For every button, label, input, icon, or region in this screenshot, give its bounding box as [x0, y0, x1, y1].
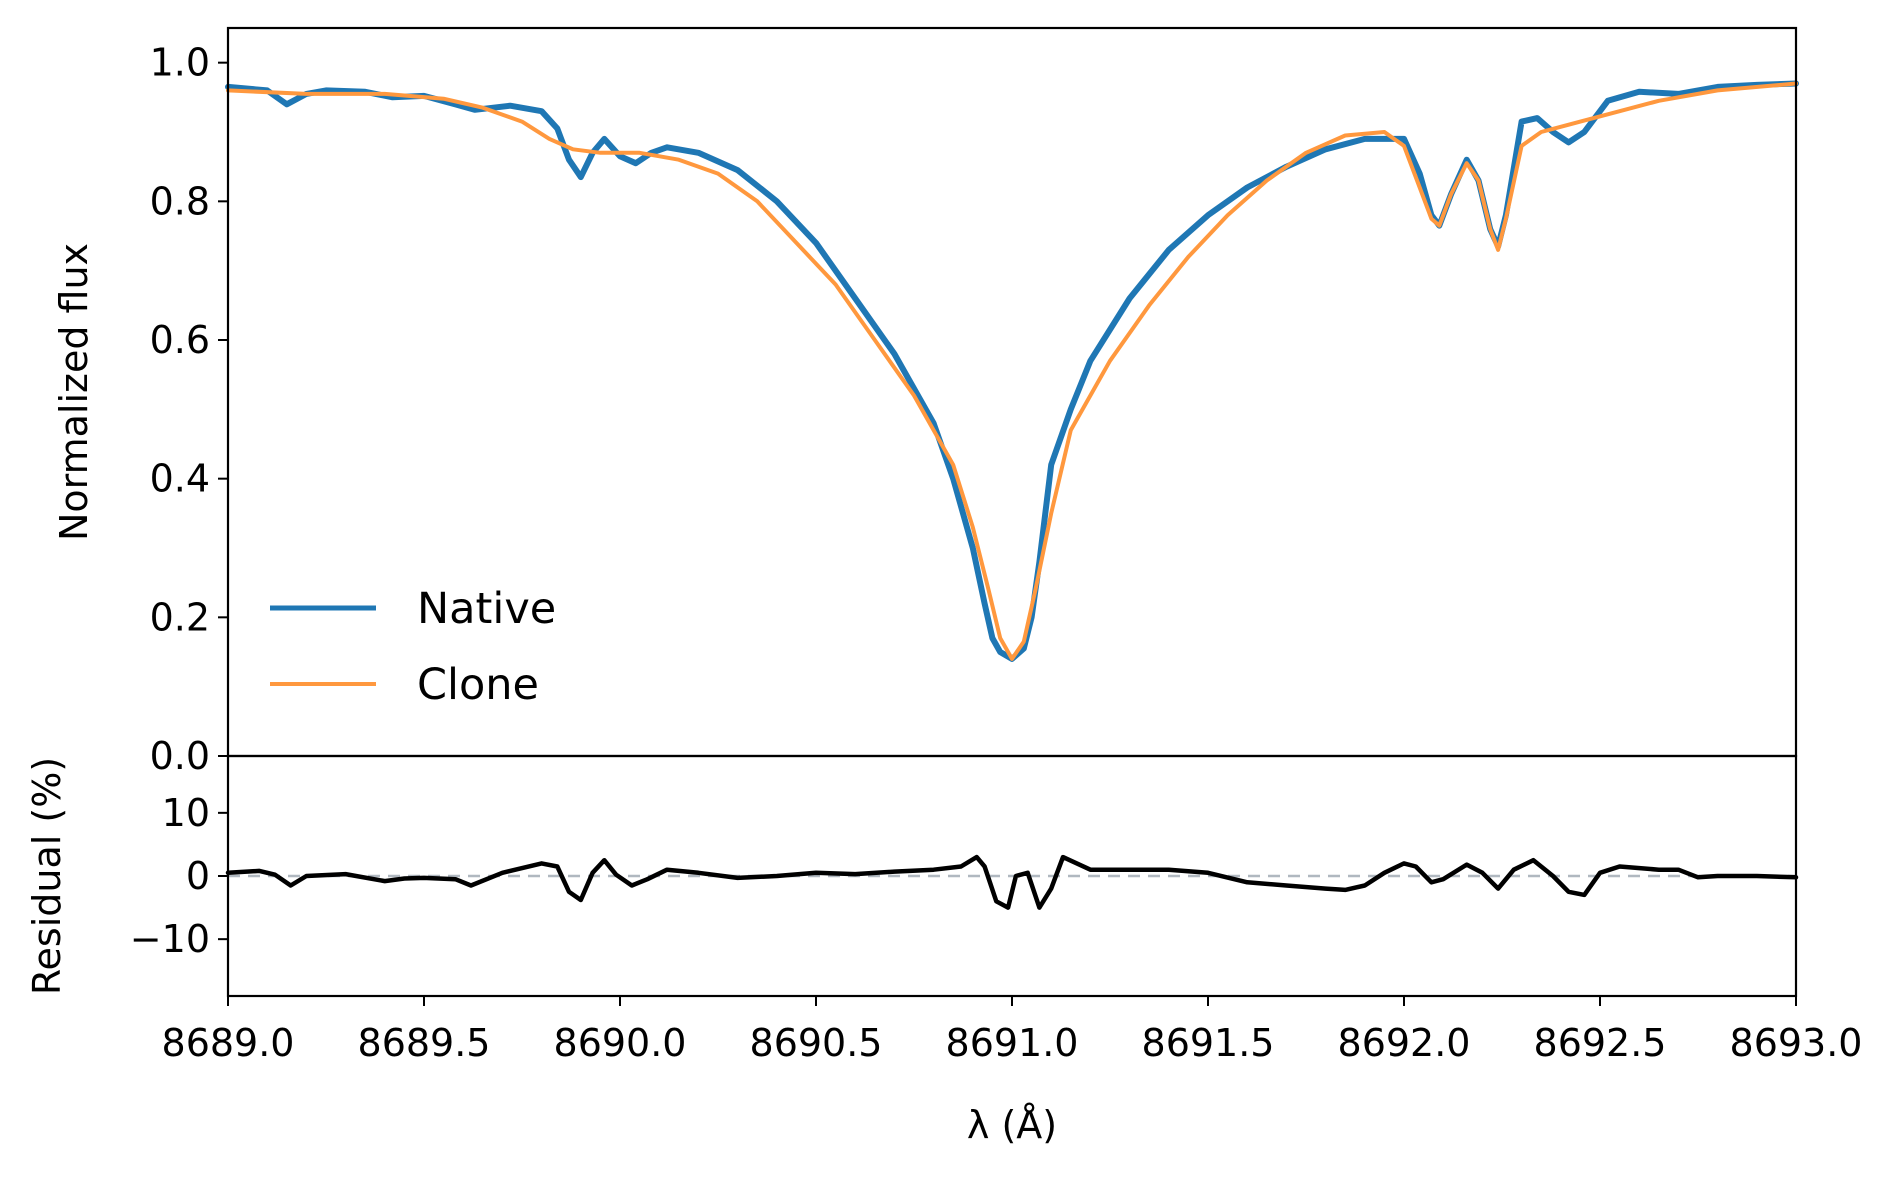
residual-y-tick-label: 10	[162, 791, 210, 835]
x-tick-label: 8690.5	[750, 1021, 883, 1065]
spectrum-y-tick-label: 0.2	[150, 595, 210, 639]
residual-series-line	[225, 854, 1799, 910]
spectrum-y-tick-label: 0.4	[150, 457, 210, 501]
x-tick-label: 8692.0	[1338, 1021, 1471, 1065]
spectrum-y-tick-label: 0.8	[150, 179, 210, 223]
x-tick-label: 8691.5	[1142, 1021, 1275, 1065]
spectrum-y-tick-label: 0.0	[150, 734, 210, 778]
residual-y-axis-label: Residual (%)	[25, 757, 69, 995]
spectrum-series-group	[225, 80, 1799, 662]
residual-series-group	[225, 854, 1799, 910]
residual-y-tick-label: 0	[186, 854, 210, 898]
series-line-native	[225, 80, 1799, 662]
legend: Native Clone	[270, 584, 556, 710]
residual-y-tick-label: −10	[130, 917, 210, 961]
series-line-clone	[226, 81, 1798, 661]
legend-label-native: Native	[417, 584, 556, 634]
x-tick-label: 8689.0	[162, 1021, 295, 1065]
x-tick-label: 8690.0	[554, 1021, 687, 1065]
residual-x-ticks: 8689.0 8689.5 8690.0 8690.5 8691.0 8691.5 8692…	[162, 996, 1863, 1065]
x-tick-label: 8692.5	[1534, 1021, 1667, 1065]
spectrum-y-tick-label: 0.6	[150, 318, 210, 362]
spectrum-panel: 0.0 0.2 0.4 0.6 0.8 1.0 Normalized flux Nativ…	[52, 26, 1799, 778]
x-tick-label: 8693.0	[1730, 1021, 1863, 1065]
spectrum-y-ticks: 0.0 0.2 0.4 0.6 0.8 1.0	[150, 41, 228, 778]
legend-label-clone: Clone	[417, 660, 539, 710]
x-axis-label: λ (Å)	[967, 1103, 1057, 1147]
spectrum-y-tick-label: 1.0	[150, 41, 210, 85]
residual-y-ticks: −10 0 10	[130, 791, 228, 961]
x-tick-label: 8689.5	[358, 1021, 491, 1065]
spectrum-y-axis-label: Normalized flux	[52, 243, 96, 541]
residual-panel: −10 0 10 8689.0 8689.5 8690.0 8690.5 8691.0 869…	[25, 754, 1863, 1147]
x-tick-label: 8691.0	[946, 1021, 1079, 1065]
